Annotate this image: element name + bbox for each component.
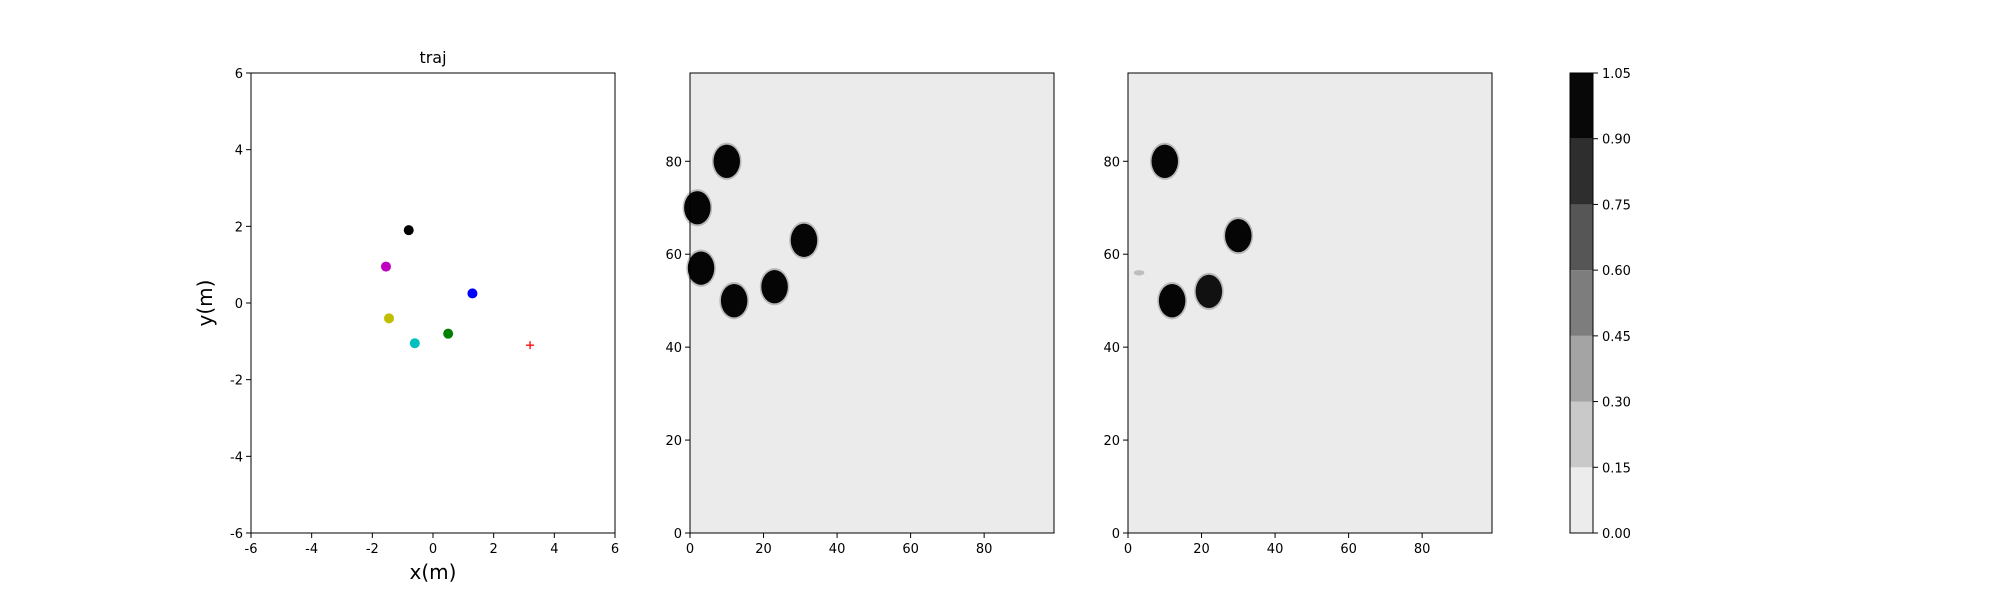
- target-marker: [526, 341, 535, 350]
- y-tick-label: 20: [665, 434, 682, 449]
- y-tick-label: 0: [674, 527, 682, 542]
- map-2-blobs: [1133, 142, 1254, 320]
- traj-axes-frame: [250, 72, 616, 534]
- x-tick-label: 80: [976, 542, 993, 557]
- agent-point: [403, 225, 414, 236]
- colorbar-tick-label: 0.75: [1602, 198, 1631, 213]
- y-tick-label: 40: [1103, 341, 1120, 356]
- colorbar-band: [1570, 270, 1593, 336]
- traj-points: [380, 225, 535, 350]
- x-tick-label: 0: [686, 542, 694, 557]
- y-tick-label: 4: [235, 144, 243, 159]
- map-2-axes-frame: [1127, 72, 1493, 534]
- x-tick-label: -6: [245, 542, 258, 557]
- agent-point: [380, 261, 391, 272]
- map-1-background: [690, 73, 1054, 533]
- colorbar-tick-label: 0.90: [1602, 133, 1631, 148]
- x-tick-label: 60: [1340, 542, 1357, 557]
- colorbar-tick-label: 0.45: [1602, 330, 1631, 345]
- x-tick-label: 20: [755, 542, 772, 557]
- map-panel-2: 0 20 40 60 80 0 20 40 60 80: [1103, 72, 1493, 557]
- agent-point: [467, 288, 478, 299]
- x-tick-label: 60: [902, 542, 919, 557]
- obstacle-blob: [1133, 270, 1145, 276]
- x-tick-label: -4: [305, 542, 318, 557]
- x-tick-label: 0: [1124, 542, 1132, 557]
- x-tick-label: 20: [1193, 542, 1210, 557]
- traj-y-label: y(m): [193, 280, 217, 327]
- obstacle-blob: [1195, 274, 1223, 309]
- colorbar-tick-label: 0.00: [1602, 527, 1631, 542]
- y-tick-label: 40: [665, 341, 682, 356]
- map-1-x-ticks: 0 20 40 60 80: [686, 533, 993, 557]
- colorbar-tick-label: 1.05: [1602, 67, 1631, 82]
- traj-title: traj: [419, 48, 446, 67]
- colorbar-band: [1570, 467, 1593, 533]
- colorbar-tick-label: 0.60: [1602, 264, 1631, 279]
- y-tick-label: -4: [230, 450, 243, 465]
- obstacle-blob: [1151, 144, 1179, 178]
- colorbar-tick-label: 0.30: [1602, 396, 1631, 411]
- colorbar-band: [1570, 204, 1593, 271]
- obstacle-blob: [687, 251, 715, 285]
- x-tick-label: 2: [490, 542, 498, 557]
- colorbar-bands: [1570, 73, 1593, 533]
- x-tick-label: 40: [1267, 542, 1284, 557]
- x-tick-label: -2: [366, 542, 379, 557]
- y-tick-label: 80: [665, 155, 682, 170]
- x-tick-label: 0: [429, 542, 437, 557]
- obstacle-blob: [1158, 283, 1186, 318]
- colorbar-tick-label: 0.15: [1602, 461, 1631, 476]
- agent-point: [384, 313, 395, 324]
- colorbar-band: [1570, 73, 1593, 139]
- y-tick-label: 80: [1103, 155, 1120, 170]
- traj-panel: traj -6 -4 -2 0 2 4 6 -6 -4 -2 0 2 4 6 x(m) y(m): [193, 48, 619, 584]
- map-1-y-ticks: 0 20 40 60 80: [665, 155, 690, 542]
- x-tick-label: 4: [550, 542, 558, 557]
- colorbar: 0.00 0.15 0.30 0.45 0.60 0.75 0.90 1.05: [1569, 67, 1631, 542]
- x-tick-label: 40: [829, 542, 846, 557]
- y-tick-label: -6: [230, 527, 243, 542]
- y-tick-label: -2: [230, 374, 243, 389]
- map-2-y-ticks: 0 20 40 60 80: [1103, 155, 1128, 542]
- colorbar-frame: [1569, 72, 1594, 534]
- y-tick-label: 0: [235, 297, 243, 312]
- map-2-background: [1128, 73, 1492, 533]
- traj-x-ticks: -6 -4 -2 0 2 4 6: [245, 533, 619, 557]
- x-tick-label: 6: [611, 542, 619, 557]
- y-tick-label: 2: [235, 220, 243, 235]
- y-tick-label: 20: [1103, 434, 1120, 449]
- x-tick-label: 80: [1414, 542, 1431, 557]
- y-tick-label: 0: [1112, 527, 1120, 542]
- map-1-axes-frame: [689, 72, 1055, 534]
- map-panel-1: 0 20 40 60 80 0 20 40 60 80: [665, 72, 1055, 557]
- obstacle-blob: [761, 270, 788, 304]
- traj-x-label: x(m): [410, 560, 457, 584]
- obstacle-blob: [790, 223, 818, 257]
- obstacle-blob: [1225, 218, 1252, 253]
- agent-point: [443, 328, 454, 339]
- agent-point: [409, 338, 420, 349]
- traj-y-ticks: -6 -4 -2 0 2 4 6: [230, 67, 251, 542]
- map-2-x-ticks: 0 20 40 60 80: [1124, 533, 1431, 557]
- obstacle-blob: [720, 283, 748, 318]
- y-tick-label: 6: [235, 67, 243, 82]
- y-tick-label: 60: [665, 248, 682, 263]
- obstacle-blob: [713, 144, 741, 178]
- colorbar-ticks: 0.00 0.15 0.30 0.45 0.60 0.75 0.90 1.05: [1593, 67, 1631, 542]
- colorbar-band: [1570, 335, 1593, 402]
- y-tick-label: 60: [1103, 248, 1120, 263]
- colorbar-band: [1570, 401, 1593, 468]
- colorbar-band: [1570, 138, 1593, 205]
- obstacle-blob: [684, 191, 711, 225]
